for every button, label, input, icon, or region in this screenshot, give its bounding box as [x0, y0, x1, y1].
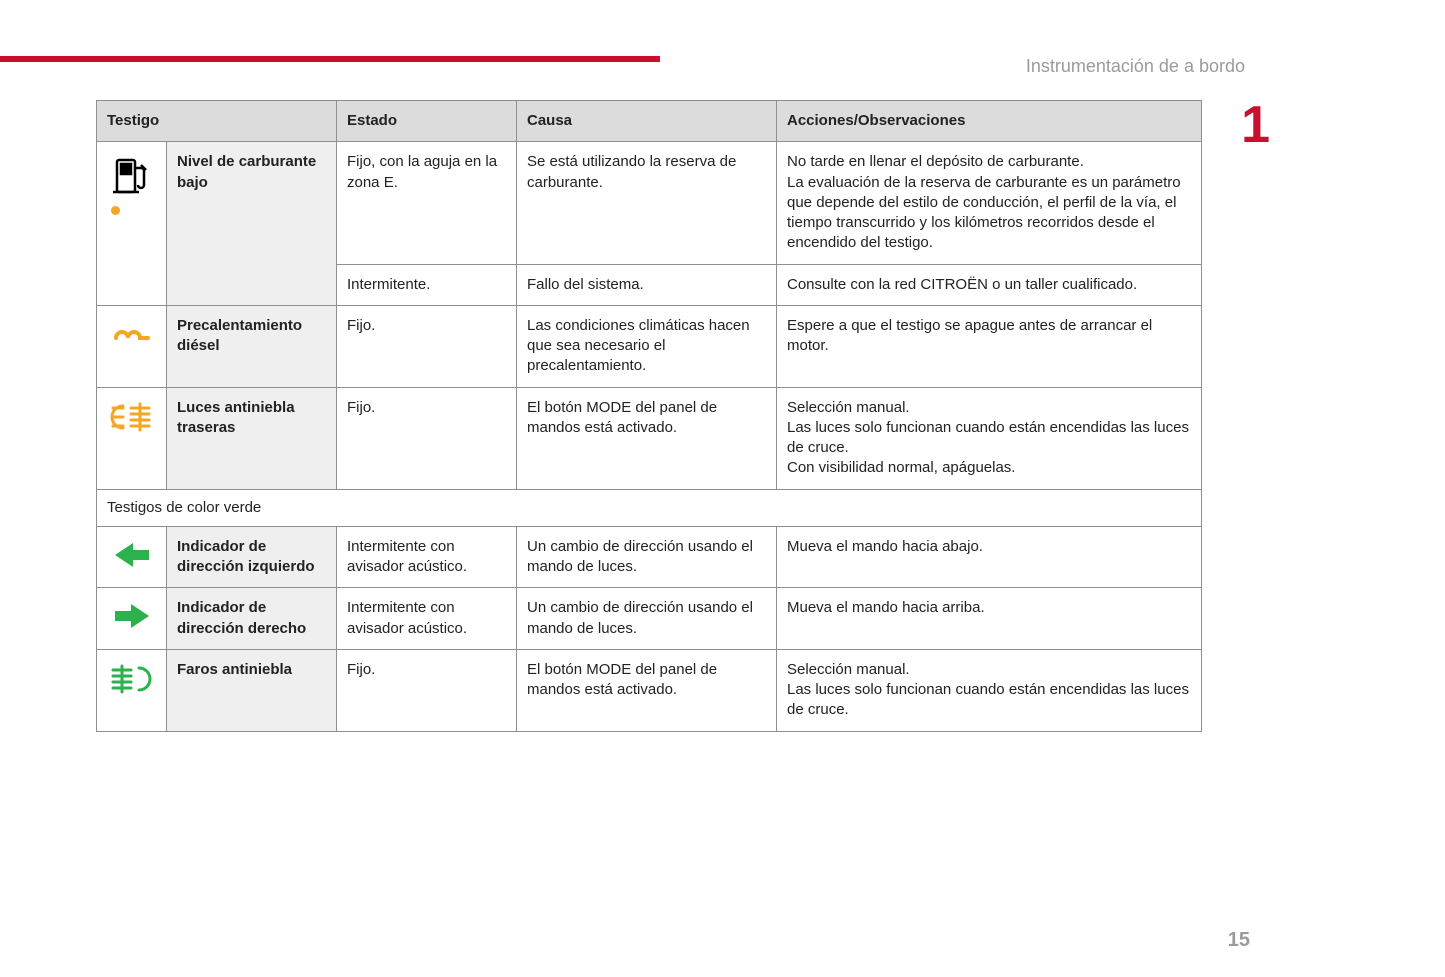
arrow-right-icon: [111, 600, 153, 632]
cell-acciones: Mueva el mando hacia abajo.: [777, 526, 1202, 588]
col-estado: Estado: [337, 101, 517, 142]
table-row: Indicador de dirección izquierdo Intermi…: [97, 526, 1202, 588]
icon-cell: [97, 649, 167, 731]
col-acciones: Acciones/Observaciones: [777, 101, 1202, 142]
chapter-number: 1: [1241, 95, 1270, 155]
cell-causa: Un cambio de dirección usando el mando d…: [517, 588, 777, 650]
page-number: 15: [1228, 929, 1250, 952]
table-row: Precalentamiento diésel Fijo. Las condic…: [97, 305, 1202, 387]
icon-cell: [97, 142, 167, 306]
cell-causa: El botón MODE del panel de mandos está a…: [517, 649, 777, 731]
col-causa: Causa: [517, 101, 777, 142]
section-title: Instrumentación de a bordo: [1026, 56, 1245, 77]
cell-acciones: Selección manual.Las luces solo funciona…: [777, 387, 1202, 489]
section-row: Testigos de color verde: [97, 489, 1202, 526]
cell-estado: Fijo.: [337, 387, 517, 489]
warning-name: Nivel de carburante bajo: [167, 142, 337, 306]
accent-bar: [0, 56, 660, 62]
cell-estado: Intermitente.: [337, 264, 517, 305]
arrow-left-icon: [111, 539, 153, 571]
cell-estado: Fijo.: [337, 649, 517, 731]
icon-cell: [97, 588, 167, 650]
icon-cell: [97, 387, 167, 489]
cell-acciones: Espere a que el testigo se apague antes …: [777, 305, 1202, 387]
indicator-dot-icon: [111, 206, 120, 215]
table-row: Faros antiniebla Fijo. El botón MODE del…: [97, 649, 1202, 731]
cell-acciones: No tarde en llenar el depósito de carbur…: [777, 142, 1202, 264]
cell-estado: Intermitente con avisador acústico.: [337, 526, 517, 588]
warning-name: Luces antiniebla traseras: [167, 387, 337, 489]
front-fog-icon: [109, 662, 155, 696]
fuel-pump-icon: [110, 154, 154, 198]
cell-causa: Las condiciones climáticas hacen que sea…: [517, 305, 777, 387]
table-row: Nivel de carburante bajo Fijo, con la ag…: [97, 142, 1202, 264]
icon-cell: [97, 305, 167, 387]
cell-causa: Se está utilizando la reserva de carbura…: [517, 142, 777, 264]
cell-acciones: Selección manual.Las luces solo funciona…: [777, 649, 1202, 731]
table-header-row: Testigo Estado Causa Acciones/Observacio…: [97, 101, 1202, 142]
rear-fog-icon: [109, 400, 155, 434]
cell-acciones: Mueva el mando hacia arriba.: [777, 588, 1202, 650]
table-row: Indicador de dirección derecho Intermite…: [97, 588, 1202, 650]
cell-causa: Un cambio de dirección usando el mando d…: [517, 526, 777, 588]
cell-causa: El botón MODE del panel de mandos está a…: [517, 387, 777, 489]
cell-estado: Fijo, con la aguja en la zona E.: [337, 142, 517, 264]
warning-name: Indicador de dirección derecho: [167, 588, 337, 650]
warning-lights-table: Testigo Estado Causa Acciones/Observacio…: [96, 100, 1202, 732]
cell-causa: Fallo del sistema.: [517, 264, 777, 305]
warning-name: Faros antiniebla: [167, 649, 337, 731]
cell-estado: Intermitente con avisador acústico.: [337, 588, 517, 650]
warning-name: Indicador de dirección izquierdo: [167, 526, 337, 588]
glow-plug-icon: [110, 318, 154, 348]
cell-acciones: Consulte con la red CITROËN o un taller …: [777, 264, 1202, 305]
icon-cell: [97, 526, 167, 588]
cell-estado: Fijo.: [337, 305, 517, 387]
col-testigo: Testigo: [97, 101, 337, 142]
table-row: Luces antiniebla traseras Fijo. El botón…: [97, 387, 1202, 489]
section-label: Testigos de color verde: [97, 489, 1202, 526]
warning-name: Precalentamiento diésel: [167, 305, 337, 387]
